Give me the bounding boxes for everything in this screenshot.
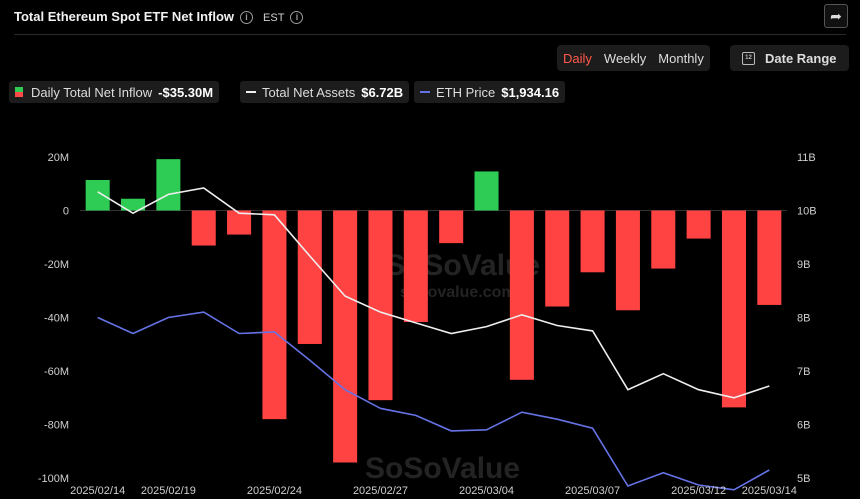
watermark-brand-bottom: SoSoValue [365, 452, 520, 485]
y-left-tick-label: 0 [63, 206, 69, 218]
y-left-tick-label: 20M [48, 152, 69, 164]
assets-swatch-icon [246, 91, 256, 93]
inflow-bar [368, 210, 393, 401]
x-tick-label: 2025/03/07 [565, 485, 620, 497]
legend-eth-value: $1,934.16 [501, 84, 560, 100]
inflow-bar [156, 159, 181, 211]
x-tick-label: 2025/02/27 [353, 485, 408, 497]
y-left-tick-label: -80M [44, 420, 69, 432]
chart-header: Total Ethereum Spot ETF Net Inflow i EST i … [0, 0, 860, 34]
inflow-bar [509, 210, 534, 380]
header-divider [14, 34, 846, 35]
tab-daily[interactable]: Daily [563, 50, 592, 66]
y-left-tick-label: -100M [38, 473, 69, 485]
y-left-tick-label: -40M [44, 313, 69, 325]
inflow-bar [580, 210, 605, 273]
tab-monthly[interactable]: Monthly [658, 50, 704, 66]
inflow-bar [227, 210, 252, 235]
legend-inflow-value: -$35.30M [158, 84, 214, 100]
y-right-tick-label: 7B [797, 366, 810, 378]
x-tick-label: 2025/02/14 [70, 485, 125, 497]
inflow-bar [439, 210, 464, 244]
inflow-bar [721, 210, 746, 408]
x-tick-label: 2025/02/19 [141, 485, 196, 497]
date-range-label: Date Range [765, 50, 837, 66]
x-tick-label: 2025/03/12 [671, 485, 726, 497]
inflow-bar [333, 210, 358, 463]
inflow-bar [191, 210, 216, 246]
chart-lines [97, 187, 770, 491]
total-net-assets-line [97, 187, 770, 399]
inflow-bar [297, 210, 322, 344]
legend-assets[interactable]: Total Net Assets $6.72B [240, 81, 410, 103]
x-tick-label: 2025/02/24 [247, 485, 302, 497]
inflow-bar [686, 210, 711, 239]
inflow-bars [85, 159, 782, 463]
legend-inflow[interactable]: Daily Total Net Inflow -$35.30M [9, 81, 220, 103]
legend-inflow-label: Daily Total Net Inflow [31, 84, 153, 100]
inflow-bar [615, 210, 640, 311]
eth-price-line [97, 311, 770, 491]
calendar-icon: 12 [742, 51, 755, 65]
timezone-text: EST [263, 12, 285, 24]
eth-swatch-icon [420, 91, 430, 93]
y-right-tick-label: 5B [797, 473, 810, 485]
y-right-tick-label: 11B [797, 152, 816, 164]
y-right-tick-label: 9B [797, 259, 810, 271]
inflow-bar [121, 198, 146, 211]
y-right-tick-label: 6B [797, 420, 810, 432]
inflow-swatch-icon [15, 87, 23, 97]
timezone-label: EST i [263, 11, 304, 24]
date-range-button[interactable]: 12 Date Range [730, 45, 849, 71]
inflow-bar [545, 210, 570, 307]
inflow-bar [403, 210, 428, 323]
inflow-bar [85, 180, 110, 211]
inflow-bar [651, 210, 676, 269]
share-icon[interactable]: ➦ [824, 4, 848, 28]
x-tick-label: 2025/03/14 [742, 485, 797, 497]
y-left-tick-label: -60M [44, 366, 69, 378]
legend-assets-label: Total Net Assets [262, 84, 356, 100]
chart-title: Total Ethereum Spot ETF Net Inflow i EST i [14, 9, 304, 24]
y-right-tick-label: 10B [797, 206, 817, 218]
inflow-bar [262, 210, 287, 420]
legend-eth[interactable]: ETH Price $1,934.16 [414, 81, 566, 103]
period-tabs: Daily Weekly Monthly [557, 45, 710, 71]
tab-weekly[interactable]: Weekly [603, 50, 647, 66]
inflow-bar [757, 210, 782, 305]
chart-axes: 20M 0 -20M -40M -60M -80M -100M 11B 10B 9B 8B 7B 6B 5… [38, 152, 817, 497]
y-right-tick-label: 8B [797, 313, 810, 325]
timezone-info-icon[interactable]: i [290, 11, 304, 24]
watermark-site: sosovalue.com [400, 284, 516, 301]
legend-assets-value: $6.72B [361, 84, 404, 100]
chart-title-text: Total Ethereum Spot ETF Net Inflow [14, 9, 235, 24]
inflow-bar [474, 171, 499, 211]
y-left-tick-label: -20M [44, 259, 69, 271]
x-tick-label: 2025/03/04 [459, 485, 514, 497]
legend-eth-label: ETH Price [436, 84, 496, 100]
info-icon[interactable]: i [240, 11, 254, 24]
